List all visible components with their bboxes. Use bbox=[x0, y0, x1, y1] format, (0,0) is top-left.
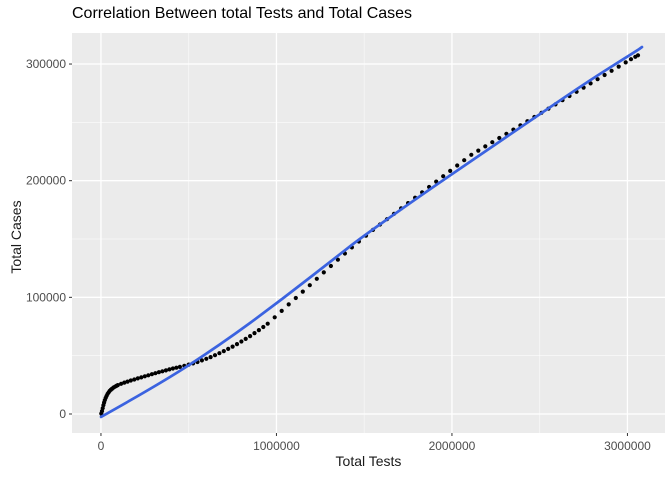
data-point bbox=[160, 369, 165, 374]
data-point bbox=[490, 140, 495, 145]
data-point bbox=[256, 328, 261, 333]
data-point bbox=[623, 60, 628, 65]
data-point bbox=[476, 148, 481, 153]
data-point bbox=[328, 263, 333, 269]
data-point bbox=[139, 375, 144, 380]
data-point bbox=[153, 371, 158, 376]
data-point bbox=[146, 373, 151, 378]
data-point bbox=[314, 276, 319, 281]
data-point bbox=[243, 336, 248, 341]
y-tick-label: 300000 bbox=[26, 57, 66, 71]
data-point bbox=[217, 351, 222, 356]
data-point bbox=[174, 365, 179, 370]
data-point bbox=[321, 270, 326, 275]
data-point bbox=[595, 77, 600, 82]
data-point bbox=[286, 302, 291, 307]
y-tick-label: 100000 bbox=[26, 290, 66, 304]
data-point bbox=[204, 356, 209, 361]
x-tick-label: 3000000 bbox=[604, 439, 651, 453]
data-point bbox=[208, 355, 213, 360]
data-point bbox=[142, 374, 147, 379]
data-point bbox=[455, 163, 460, 168]
data-point bbox=[279, 308, 284, 313]
data-point bbox=[635, 53, 641, 58]
data-point bbox=[448, 168, 453, 173]
data-point bbox=[609, 68, 614, 73]
data-point bbox=[272, 315, 277, 320]
data-point bbox=[462, 158, 467, 163]
data-point bbox=[483, 144, 488, 149]
x-tick-label: 1000000 bbox=[253, 439, 300, 453]
data-point bbox=[199, 358, 204, 363]
data-point bbox=[230, 344, 235, 349]
data-point bbox=[212, 353, 218, 358]
data-point bbox=[628, 57, 634, 62]
data-point bbox=[122, 380, 127, 385]
y-tick-label: 0 bbox=[59, 407, 66, 421]
data-point bbox=[265, 321, 270, 326]
y-axis-title: Total Cases bbox=[8, 200, 24, 274]
data-point bbox=[261, 324, 266, 330]
data-point bbox=[119, 381, 124, 386]
data-point bbox=[441, 174, 446, 179]
data-point bbox=[163, 368, 168, 373]
data-point bbox=[293, 295, 298, 301]
data-point bbox=[588, 81, 593, 86]
data-point bbox=[234, 342, 240, 347]
x-tick-label: 2000000 bbox=[429, 439, 476, 453]
data-point bbox=[135, 376, 140, 381]
plot-title: Correlation Between total Tests and Tota… bbox=[72, 5, 413, 22]
data-point bbox=[167, 367, 172, 372]
data-point bbox=[307, 283, 312, 288]
data-point bbox=[616, 64, 621, 69]
y-tick-label: 200000 bbox=[26, 174, 66, 188]
data-point bbox=[170, 366, 175, 371]
data-point bbox=[226, 346, 231, 351]
x-axis-title: Total Tests bbox=[335, 453, 402, 469]
data-point bbox=[156, 370, 161, 375]
data-point bbox=[177, 364, 182, 369]
data-point bbox=[221, 349, 226, 354]
data-point bbox=[132, 377, 137, 382]
data-point bbox=[469, 152, 474, 157]
data-point bbox=[252, 331, 257, 336]
data-point bbox=[335, 257, 340, 262]
trend-line bbox=[99, 45, 644, 419]
data-point bbox=[248, 334, 253, 339]
data-point bbox=[497, 135, 502, 141]
data-point bbox=[128, 378, 133, 383]
data-point bbox=[149, 372, 154, 377]
data-point bbox=[115, 383, 120, 388]
data-point bbox=[239, 339, 244, 344]
data-point bbox=[602, 72, 607, 78]
data-point bbox=[300, 289, 305, 294]
x-tick-label: 0 bbox=[98, 439, 105, 453]
data-point bbox=[125, 379, 130, 384]
